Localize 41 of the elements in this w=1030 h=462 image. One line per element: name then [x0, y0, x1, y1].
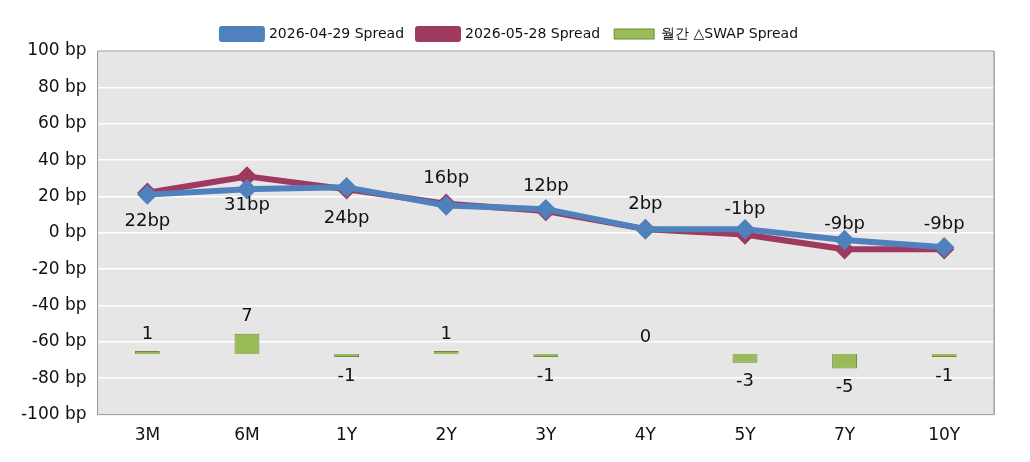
data-label: -1bp: [724, 197, 766, 219]
data-label: -3: [736, 369, 754, 391]
data-label: 12bp: [522, 173, 569, 195]
data-label: 7: [241, 304, 253, 326]
legend-label: 2026-04-29 Spread: [268, 24, 405, 41]
y-tick-label: -100 bp: [20, 403, 87, 424]
y-tick-label: 80 bp: [37, 75, 87, 96]
x-tick-label: 7Y: [833, 424, 856, 445]
y-tick-label: 40 bp: [37, 148, 87, 169]
x-tick-label: 10Y: [928, 424, 961, 445]
legend-label: 월간 △SWAP Spread: [661, 24, 799, 41]
data-label: -1: [536, 363, 555, 385]
data-label: -9bp: [824, 211, 865, 233]
y-tick-label: -40 bp: [31, 293, 87, 314]
y-tick-label: 60 bp: [37, 112, 87, 133]
data-label: 1: [141, 321, 154, 343]
data-label: -9bp: [923, 211, 965, 233]
x-tick-label: 3Y: [535, 424, 557, 445]
x-tick-label: 5Y: [734, 424, 757, 445]
y-tick-label: 100 bp: [27, 39, 87, 60]
legend-label: 2026-05-28 Spread: [465, 24, 601, 41]
y-tick-label: 0 bp: [48, 221, 87, 242]
data-label: 22bp: [124, 209, 171, 231]
data-label: 31bp: [224, 193, 270, 215]
y-tick-label: -20 bp: [31, 257, 87, 278]
x-tick-label: 3M: [134, 424, 161, 445]
data-label: 16bp: [423, 166, 470, 188]
x-tick-label: 4Y: [634, 424, 657, 445]
data-label: 24bp: [323, 205, 370, 227]
y-tick-label: -80 bp: [31, 366, 87, 387]
y-tick-label: 20 bp: [37, 184, 87, 205]
x-tick-label: 2Y: [435, 424, 458, 445]
data-label: -1: [337, 363, 356, 385]
data-label: 2bp: [628, 191, 663, 213]
data-label: 1: [440, 321, 452, 343]
x-tick-label: 1Y: [335, 424, 358, 445]
data-label: -1: [935, 363, 954, 385]
data-label: 0: [639, 324, 652, 346]
y-tick-label: -60 bp: [31, 330, 87, 351]
x-tick-label: 6M: [234, 424, 260, 445]
data-label: -5: [835, 375, 854, 397]
